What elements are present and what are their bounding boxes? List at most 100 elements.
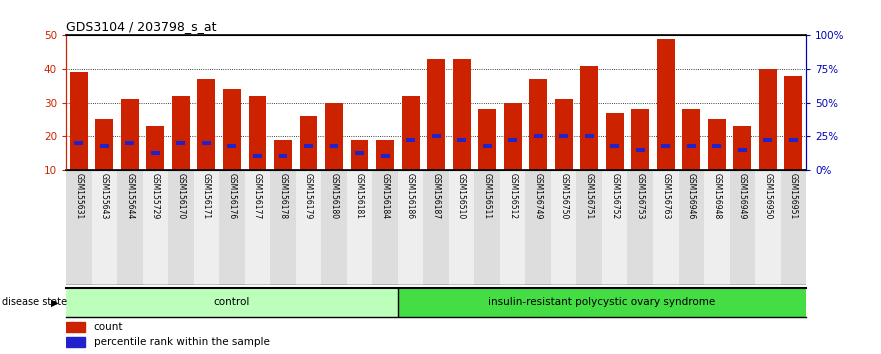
Bar — [529, 79, 547, 170]
Bar — [781, 170, 806, 285]
Bar — [457, 138, 466, 142]
Bar — [197, 79, 215, 170]
Text: GDS3104 / 203798_s_at: GDS3104 / 203798_s_at — [66, 20, 217, 33]
Bar — [763, 138, 773, 142]
Bar — [202, 141, 211, 145]
Bar — [248, 96, 266, 170]
Bar — [176, 141, 185, 145]
Bar — [755, 170, 781, 285]
Bar — [683, 109, 700, 170]
Text: GSM155729: GSM155729 — [151, 173, 159, 219]
Text: GSM156950: GSM156950 — [763, 173, 773, 220]
Bar — [788, 138, 798, 142]
Text: GSM156177: GSM156177 — [253, 173, 262, 219]
Text: GSM156951: GSM156951 — [788, 173, 798, 219]
Bar — [322, 170, 347, 285]
Bar — [117, 170, 143, 285]
Bar — [678, 170, 704, 285]
Text: GSM156512: GSM156512 — [508, 173, 517, 219]
Bar — [606, 113, 624, 170]
Text: control: control — [214, 297, 250, 307]
Bar — [66, 322, 85, 332]
Bar — [376, 139, 394, 170]
Text: GSM155643: GSM155643 — [100, 173, 109, 220]
Bar — [223, 89, 241, 170]
Bar — [581, 65, 598, 170]
Bar — [738, 148, 747, 152]
Bar — [657, 39, 675, 170]
Text: GSM156178: GSM156178 — [278, 173, 287, 219]
Bar — [453, 59, 470, 170]
Bar — [555, 99, 573, 170]
Bar — [143, 170, 168, 285]
Bar — [398, 170, 424, 285]
Text: GSM156184: GSM156184 — [381, 173, 389, 219]
Bar — [125, 141, 134, 145]
Text: GSM156171: GSM156171 — [202, 173, 211, 219]
Bar — [733, 126, 751, 170]
Bar — [474, 170, 500, 285]
Bar — [325, 103, 343, 170]
Bar — [784, 76, 803, 170]
Bar — [585, 134, 594, 138]
Bar — [427, 59, 445, 170]
Bar — [66, 337, 85, 347]
Text: GSM156187: GSM156187 — [432, 173, 440, 219]
Bar — [373, 170, 398, 285]
Bar — [636, 148, 645, 152]
Bar — [534, 134, 543, 138]
Bar — [508, 138, 517, 142]
Bar — [381, 154, 389, 159]
Text: GSM155644: GSM155644 — [125, 173, 135, 220]
Text: GSM156510: GSM156510 — [457, 173, 466, 219]
Bar — [70, 72, 88, 170]
Bar — [121, 99, 139, 170]
Bar — [95, 119, 114, 170]
Text: GSM156170: GSM156170 — [176, 173, 185, 219]
Text: GSM156750: GSM156750 — [559, 173, 568, 220]
Bar — [432, 134, 440, 138]
Bar — [687, 144, 696, 148]
Bar — [424, 170, 448, 285]
Bar — [227, 144, 236, 148]
Bar — [300, 116, 317, 170]
Bar — [398, 288, 806, 317]
Bar — [729, 170, 755, 285]
Text: GSM156753: GSM156753 — [636, 173, 645, 220]
Bar — [253, 154, 262, 159]
Bar — [704, 170, 729, 285]
Text: disease state: disease state — [2, 297, 67, 307]
Text: GSM156181: GSM156181 — [355, 173, 364, 219]
Text: GSM156749: GSM156749 — [534, 173, 543, 220]
Bar — [92, 170, 117, 285]
Text: count: count — [94, 322, 123, 332]
Bar — [351, 139, 368, 170]
Text: GSM156948: GSM156948 — [713, 173, 722, 219]
Text: percentile rank within the sample: percentile rank within the sample — [94, 337, 270, 347]
Text: GSM156511: GSM156511 — [483, 173, 492, 219]
Bar — [602, 170, 627, 285]
Bar — [245, 170, 270, 285]
Bar — [66, 288, 398, 317]
Bar — [662, 144, 670, 148]
Text: GSM156180: GSM156180 — [329, 173, 338, 219]
Bar — [146, 126, 165, 170]
Bar — [551, 170, 576, 285]
Text: GSM156179: GSM156179 — [304, 173, 313, 219]
Bar — [304, 144, 313, 148]
Bar — [194, 170, 219, 285]
Bar — [402, 96, 419, 170]
Text: GSM156176: GSM156176 — [227, 173, 236, 219]
Text: ▶: ▶ — [51, 297, 59, 307]
Bar — [576, 170, 602, 285]
Bar — [483, 144, 492, 148]
Bar — [504, 103, 522, 170]
Text: GSM156949: GSM156949 — [737, 173, 747, 220]
Bar — [713, 144, 722, 148]
Bar — [278, 154, 287, 159]
Text: GSM156751: GSM156751 — [585, 173, 594, 219]
Bar — [525, 170, 551, 285]
Text: GSM155631: GSM155631 — [74, 173, 84, 219]
Text: GSM156946: GSM156946 — [687, 173, 696, 220]
Bar — [274, 139, 292, 170]
